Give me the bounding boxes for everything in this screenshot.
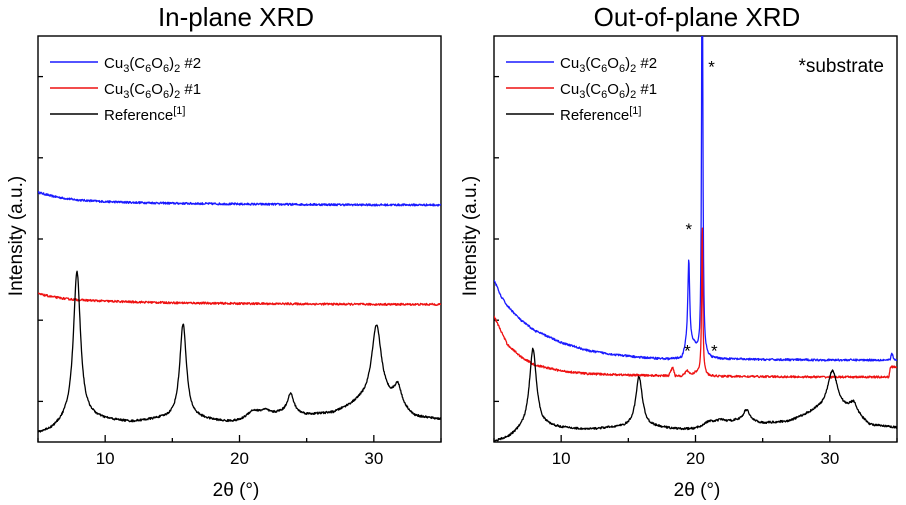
- series-line-2: [494, 227, 897, 379]
- legend-label: Cu3(C6O6)2 #2: [104, 55, 201, 75]
- legend-label: Reference[1]: [104, 105, 185, 124]
- asterisk-annotations: * * * *: [684, 58, 718, 361]
- series-line-2: [38, 292, 441, 307]
- substrate-peak-asterisk: *: [685, 220, 692, 239]
- ticks: 10 20 30: [37, 75, 442, 468]
- legend: Cu3(C6O6)2 #2 Cu3(C6O6)2 #1 Reference[1]: [506, 55, 657, 124]
- in-plane-panel: In-plane XRD Intensity (a.u.) 2θ (°) 10 2…: [6, 2, 442, 501]
- plot-area: [494, 36, 897, 442]
- substrate-peak-asterisk: *: [684, 342, 691, 361]
- series-line-1: [38, 190, 441, 207]
- x-tick-label: 10: [552, 449, 571, 468]
- legend-label: Cu3(C6O6)2 #1: [560, 81, 657, 101]
- series-line-3: [38, 270, 441, 433]
- plot-area: [38, 190, 441, 433]
- series-line-1: [494, 36, 897, 362]
- legend-label: Reference[1]: [560, 105, 641, 124]
- series-line-3: [494, 347, 897, 442]
- chart-title: In-plane XRD: [158, 2, 314, 32]
- x-tick-label: 20: [686, 449, 705, 468]
- substrate-annotation: *substrate: [798, 56, 884, 77]
- substrate-peak-asterisk: *: [711, 342, 718, 361]
- plot-frame: [37, 35, 442, 443]
- x-tick-label: 30: [820, 449, 839, 468]
- ticks: 10 20 30: [493, 75, 898, 468]
- x-tick-label: 30: [364, 449, 383, 468]
- x-tick-label: 10: [96, 449, 115, 468]
- legend-label: Cu3(C6O6)2 #1: [104, 81, 201, 101]
- y-axis-label: Intensity (a.u.): [460, 176, 481, 296]
- out-of-plane-panel: Out-of-plane XRD Intensity (a.u.) 2θ (°)…: [460, 2, 898, 501]
- legend: Cu3(C6O6)2 #2 Cu3(C6O6)2 #1 Reference[1]: [50, 55, 201, 124]
- x-axis-label: 2θ (°): [213, 480, 260, 501]
- x-tick-label: 20: [230, 449, 249, 468]
- substrate-peak-asterisk: *: [708, 58, 715, 77]
- legend-label: Cu3(C6O6)2 #2: [560, 55, 657, 75]
- x-axis-label: 2θ (°): [674, 480, 721, 501]
- y-axis-label: Intensity (a.u.): [6, 176, 27, 296]
- chart-title: Out-of-plane XRD: [594, 2, 801, 32]
